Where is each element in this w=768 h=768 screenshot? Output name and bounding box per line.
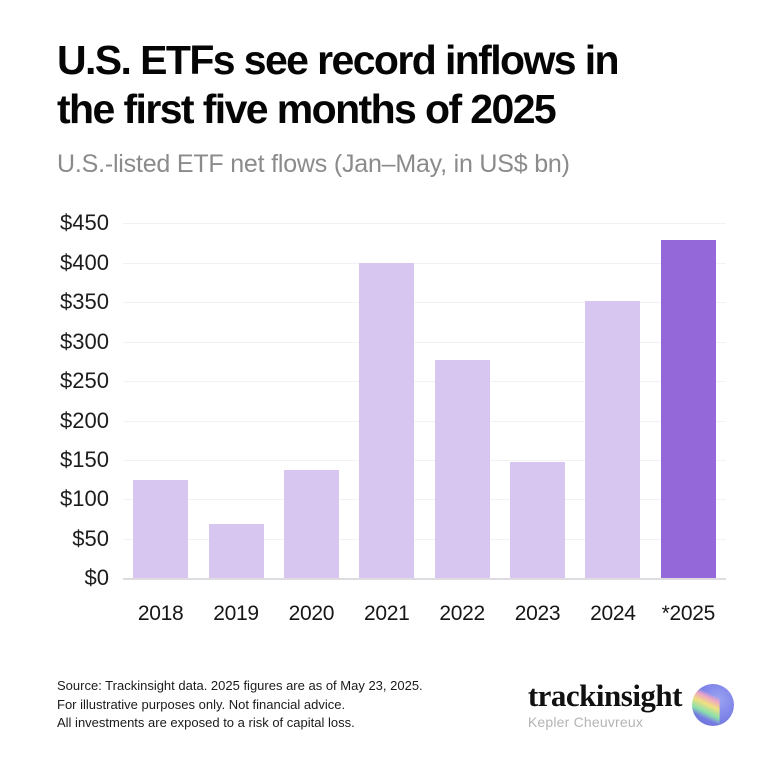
x-axis: 2018 2019 2020 2021 2022 2023 2024 *2025 [123, 602, 726, 626]
bar-2018 [133, 479, 189, 579]
y-tick-label-350: $350 [60, 289, 109, 315]
header: U.S. ETFs see record inflows in the firs… [0, 0, 768, 179]
bar-slot-2024 [575, 223, 650, 579]
gridline-250 [123, 381, 726, 383]
gridline-200 [123, 420, 726, 422]
y-tick-label-250: $250 [60, 368, 109, 394]
y-tick-label-200: $200 [60, 407, 109, 433]
gridline-450 [123, 223, 726, 225]
x-tick-label-2019: 2019 [213, 602, 259, 626]
x-tick-label-2021: 2021 [364, 602, 410, 626]
y-tick-label-400: $400 [60, 249, 109, 275]
y-tick-label-100: $100 [60, 486, 109, 512]
bar-slot-2019 [198, 223, 273, 579]
brand-text: trackinsight Kepler Cheuvreux [527, 677, 683, 730]
bar-2022 [434, 359, 490, 579]
y-tick-label-450: $450 [60, 210, 109, 236]
gridline-350 [123, 302, 726, 304]
chart-title: U.S. ETFs see record inflows in the firs… [57, 37, 620, 133]
x-tick-label-*2025: *2025 [661, 602, 716, 626]
bar-2020 [283, 470, 339, 579]
x-tick-label-2018: 2018 [137, 602, 184, 626]
x-tick-label-2022: 2022 [439, 602, 485, 626]
bar-chart: $450 $400 $350 $300 $250 $200 $150 $100 $50 $0 20… [51, 210, 726, 626]
bar-*2025 [660, 239, 716, 579]
x-tick-label-2023: 2023 [514, 602, 561, 626]
gridline-400 [123, 262, 726, 264]
bar-slot-2022 [425, 223, 500, 579]
globe-icon [692, 683, 734, 726]
brand-name: trackinsight [527, 677, 683, 713]
gridline-100 [123, 499, 726, 501]
bars [123, 223, 726, 579]
bar-slot-2020 [274, 223, 349, 579]
gridline-50 [123, 538, 726, 540]
bar-2021 [359, 262, 415, 579]
bar-slot-*2025 [651, 223, 726, 579]
gridline-150 [123, 460, 726, 462]
brand-logo: trackinsight Kepler Cheuvreux [528, 680, 734, 730]
brand-subname: Kepler Cheuvreux [527, 713, 644, 730]
bar-2019 [208, 523, 264, 579]
bar-slot-2021 [349, 223, 424, 579]
x-axis-line [123, 578, 726, 581]
chart-subtitle: U.S.-listed ETF net flows (Jan–May, in U… [57, 150, 570, 179]
source-line-2: For illustrative purposes only. Not fina… [57, 696, 346, 712]
x-tick-label-2020: 2020 [288, 602, 335, 626]
y-axis: $450 $400 $350 $300 $250 $200 $150 $100 $50 $0 [51, 210, 109, 590]
bar-slot-2023 [500, 223, 575, 579]
y-tick-label-300: $300 [60, 328, 109, 354]
x-tick-label-2024: 2024 [590, 602, 636, 626]
bar-2023 [510, 461, 566, 579]
plot-column: 2018 2019 2020 2021 2022 2023 2024 *2025 [123, 223, 726, 626]
bar-slot-2018 [123, 223, 198, 579]
gridline-300 [123, 341, 726, 343]
y-tick-label-0: $0 [84, 565, 109, 591]
bar-2024 [585, 300, 641, 579]
source-line-1: Source: Trackinsight data. 2025 figures … [57, 678, 423, 694]
y-tick-label-150: $150 [60, 447, 109, 473]
source-line-3: All investments are exposed to a risk of… [57, 714, 355, 730]
footer: Source: Trackinsight data. 2025 figures … [57, 677, 734, 732]
source-disclaimer: Source: Trackinsight data. 2025 figures … [57, 677, 423, 732]
y-tick-label-50: $50 [72, 525, 109, 551]
plot-area [123, 223, 726, 581]
